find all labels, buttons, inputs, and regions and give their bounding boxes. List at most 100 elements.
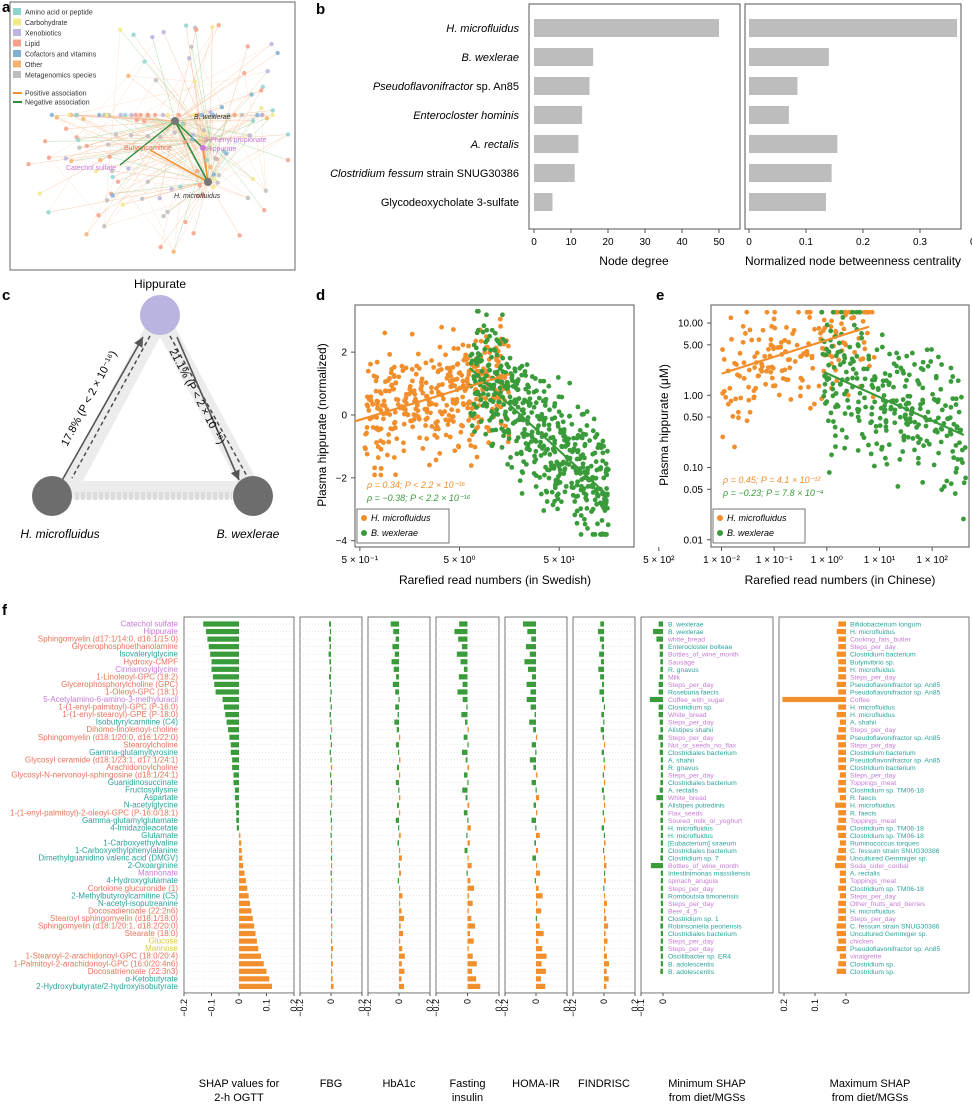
d-point-h: [370, 425, 376, 430]
b-tick-label: 40: [676, 237, 688, 248]
network-edge-strong: [174, 120, 209, 183]
f-max-bar: [839, 870, 846, 876]
f-min-bar: [660, 953, 663, 959]
d-xtick-label: 5 × 10⁰: [443, 555, 475, 566]
f-bar: [604, 878, 606, 884]
e-point-h: [864, 330, 870, 336]
e-point-b: [938, 439, 944, 445]
d-point-h: [503, 423, 508, 429]
e-point-b: [841, 359, 847, 365]
d-point-h: [373, 388, 379, 394]
f-max-label: H. microfluidus: [850, 629, 896, 636]
f-bar: [535, 915, 538, 922]
e-legend-box: [712, 508, 806, 544]
d-point-h: [394, 436, 400, 442]
network-edge: [86, 120, 176, 235]
d-point-b: [555, 424, 561, 429]
e-point-b: [879, 344, 885, 350]
f-bar: [239, 855, 243, 861]
d-point-b: [506, 430, 512, 436]
b-tick-label: 0.4: [970, 237, 972, 248]
f-bar: [331, 893, 333, 899]
network-edge: [108, 114, 209, 183]
f-max-label: Coffee: [850, 697, 870, 704]
f-bar: [399, 953, 405, 959]
d-point-b: [548, 435, 554, 441]
network-node: [215, 180, 220, 185]
d-point-b: [503, 409, 508, 415]
d-point-h: [455, 408, 461, 414]
e-fit-line: [823, 371, 965, 437]
e-point-h: [796, 309, 801, 315]
d-point-h: [475, 424, 481, 430]
e-point-b: [916, 440, 921, 446]
d-point-h: [368, 361, 373, 367]
e-point-b: [904, 353, 910, 359]
d-point-b: [579, 435, 585, 441]
d-point-b: [595, 493, 601, 499]
network-node: [212, 176, 217, 182]
network-node: [98, 157, 103, 163]
f-min-label: B. wexlerae: [668, 629, 704, 636]
f-bar: [222, 696, 239, 703]
network-node: [275, 50, 280, 56]
network-edge: [140, 43, 272, 116]
f-bar: [604, 840, 606, 846]
d-point-b: [591, 416, 597, 422]
f-min-label: Steps_per_day: [668, 946, 714, 953]
d-point-b: [481, 323, 487, 329]
d-point-b: [526, 384, 531, 390]
d-point-b: [474, 361, 480, 367]
network-edge: [104, 195, 204, 227]
f-metabolite-label: 1-Stearoyl-2-arachidonoyl-GPC (18:0/20:4…: [25, 952, 178, 961]
d-point-b: [480, 391, 486, 397]
f-max-label: Uncultured Gemmiger sp.: [850, 931, 928, 938]
e-point-b: [955, 456, 961, 462]
f-bar: [399, 915, 404, 922]
e-point-b: [959, 394, 964, 400]
f-max-bar: [838, 666, 846, 672]
d-point-b: [474, 330, 480, 336]
network-edge: [209, 135, 250, 141]
d-point-h: [395, 402, 401, 407]
f-max-bar: [838, 900, 846, 906]
d-point-b: [559, 413, 564, 418]
d-point-b: [600, 438, 606, 444]
f-min-bar: [658, 712, 663, 718]
legend-label: Amino acid or peptide: [25, 10, 93, 17]
f-bar: [529, 719, 536, 725]
d-point-h: [374, 440, 379, 445]
e-stat-b: ρ = −0.23; P = 7.8 × 10⁻⁴: [722, 488, 824, 498]
d-point-b: [503, 338, 508, 344]
d-point-b: [581, 516, 587, 522]
d-fit-line: [468, 367, 610, 498]
d-point-h: [392, 409, 398, 415]
e-point-h: [792, 359, 798, 364]
d-point-b: [542, 403, 548, 408]
network-node: [54, 115, 60, 120]
e-point-b: [939, 426, 945, 432]
f-metabolite-label: 4-Hydroxyglutamate: [106, 876, 178, 885]
f-metabolite-label: 1-(1-enyl-stearoyl)-GPE (P-18:0): [62, 710, 178, 719]
f-bar: [534, 712, 536, 718]
f-bar: [228, 727, 239, 733]
f-min-bar: [658, 734, 663, 740]
d-point-h: [460, 394, 466, 400]
f-bar: [329, 628, 332, 635]
d-point-b: [484, 337, 490, 343]
f-bar: [463, 734, 468, 740]
f-min-bar: [660, 878, 663, 884]
network-edge: [56, 117, 209, 183]
network-edge: [206, 139, 211, 161]
b-bar: [749, 164, 832, 182]
f-tick-label: 0: [326, 999, 336, 1004]
e-point-h: [779, 368, 785, 374]
e-point-b: [894, 363, 899, 369]
network-edge: [48, 157, 99, 216]
c-node-hippurate: [140, 295, 180, 335]
e-point-b: [859, 383, 865, 389]
f-min-label: B. adolescentis: [668, 969, 715, 976]
legend-label: Negative association: [25, 100, 90, 107]
e-point-b: [935, 415, 941, 421]
